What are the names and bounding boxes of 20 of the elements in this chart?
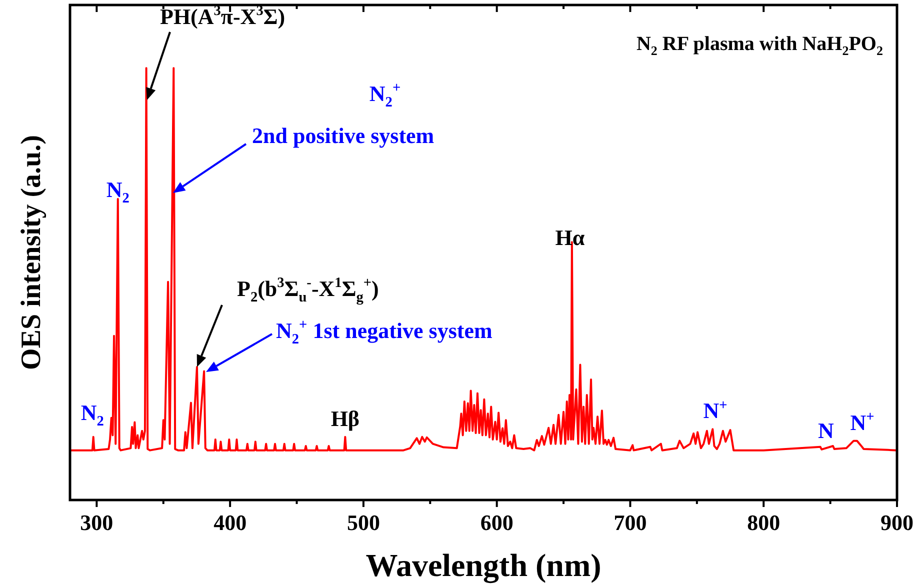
y-axis-title: OES intensity (a.u.) [16, 135, 47, 370]
x-tick-label: 900 [880, 510, 914, 535]
chart-title: N$_{2}$ RF plasma with NaH$_{2}$PO$_{2}$ [636, 33, 883, 58]
annotation: N$^{+}$ [703, 397, 728, 424]
x-tick-label: 400 [214, 510, 247, 535]
annotation: N$_{2}$ [80, 400, 104, 430]
annotation: N [818, 418, 834, 444]
annotation: N$_{2}$$^{+}$ 1st negative system [276, 317, 492, 348]
annotation: N$^{+}$ [850, 409, 874, 435]
annotation: Hα [555, 225, 586, 250]
x-axis-title: Wavelength (nm) [366, 547, 602, 584]
annotation: Hβ [330, 406, 360, 431]
x-tick-label: 600 [480, 510, 514, 535]
annotation: N$_{2}$ [106, 176, 130, 206]
x-tick-label: 800 [747, 510, 780, 535]
x-tick-label: 700 [614, 510, 647, 535]
x-tick-label: 300 [80, 510, 114, 535]
annotation: 2nd positive system [252, 123, 434, 148]
text: P$_{2}$(b$^{3}$Σ$_{u}$$^{-}$-X$^{1}$Σ$_{g}$$^{+}$) [237, 275, 379, 306]
x-tick-label: 500 [346, 510, 380, 535]
